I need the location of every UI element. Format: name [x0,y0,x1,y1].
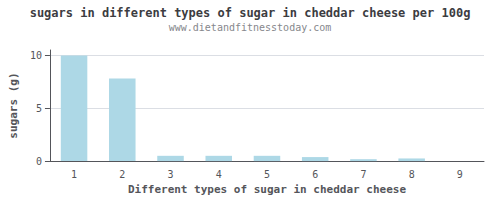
svg-text:7: 7 [360,169,366,180]
svg-text:3: 3 [167,169,173,180]
svg-text:0: 0 [36,156,42,167]
svg-text:Different types of sugar in ch: Different types of sugar in cheddar chee… [128,183,407,196]
svg-text:4: 4 [216,169,222,180]
svg-text:5: 5 [264,169,270,180]
svg-text:sugars in different types of s: sugars in different types of sugar in ch… [30,6,471,20]
svg-text:9: 9 [457,169,463,180]
svg-text:2: 2 [119,169,125,180]
svg-text:www.dietandfitnesstoday.com: www.dietandfitnesstoday.com [169,22,332,33]
svg-text:8: 8 [409,169,415,180]
svg-text:sugars (g): sugars (g) [7,72,20,138]
svg-text:5: 5 [36,103,42,114]
svg-text:1: 1 [71,169,77,180]
svg-text:10: 10 [30,50,42,61]
svg-text:6: 6 [312,169,318,180]
